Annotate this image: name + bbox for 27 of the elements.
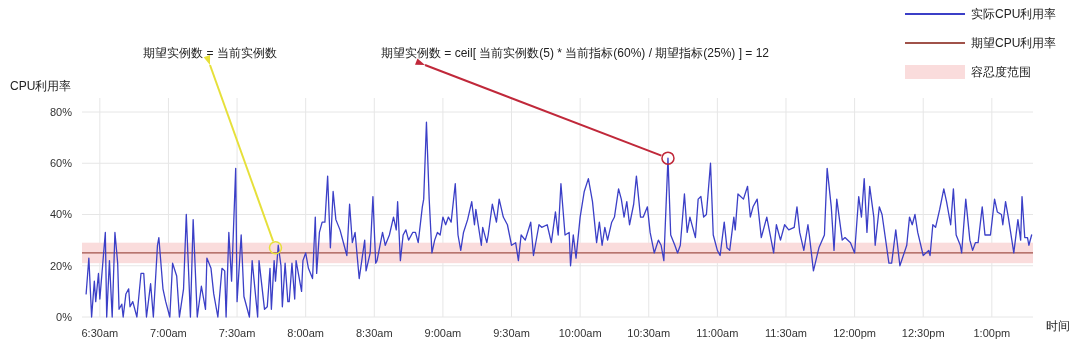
y-tick-label: 20% (49, 259, 73, 272)
annotation: 期望实例数 = 当前实例数 (143, 46, 277, 60)
legend-label: 期望CPU利用率 (971, 36, 1057, 51)
y-tick-label: 0% (56, 310, 73, 323)
x-tick-label: 12:30pm (901, 327, 945, 339)
x-tick-label: 6:30am (81, 327, 119, 339)
y-tick-label: 80% (49, 105, 73, 118)
x-tick-label: 10:00am (558, 327, 602, 339)
x-tick-label: 11:00am (696, 327, 739, 339)
x-tick-label: 12:00pm (833, 327, 877, 339)
x-axis-title: 时间 (1046, 319, 1070, 333)
annotation: 期望实例数 = ceil[ 当前实例数(5) * 当前指标(60%) / 期望指标(25%) ] = 12 (380, 46, 770, 60)
y-tick-label: 60% (49, 157, 73, 170)
legend-label: 容忍度范围 (971, 65, 1031, 80)
x-tick-label: 9:30am (493, 327, 530, 339)
line-series (85, 121, 1033, 318)
x-tick-label: 7:30am (218, 327, 256, 339)
x-tick-label: 11:30am (764, 327, 807, 339)
x-tick-label: 10:30am (627, 327, 671, 339)
y-axis-title: CPU利用率 (10, 79, 72, 93)
x-tick-label: 1:00pm (973, 327, 1011, 339)
x-tick-label: 8:30am (355, 327, 393, 339)
legend-label: 实际CPU利用率 (971, 7, 1057, 22)
x-tick-label: 8:00am (287, 327, 325, 339)
x-tick-label: 7:00am (150, 327, 187, 339)
y-tick-label: 40% (49, 208, 73, 221)
x-tick-label: 9:00am (424, 327, 462, 339)
